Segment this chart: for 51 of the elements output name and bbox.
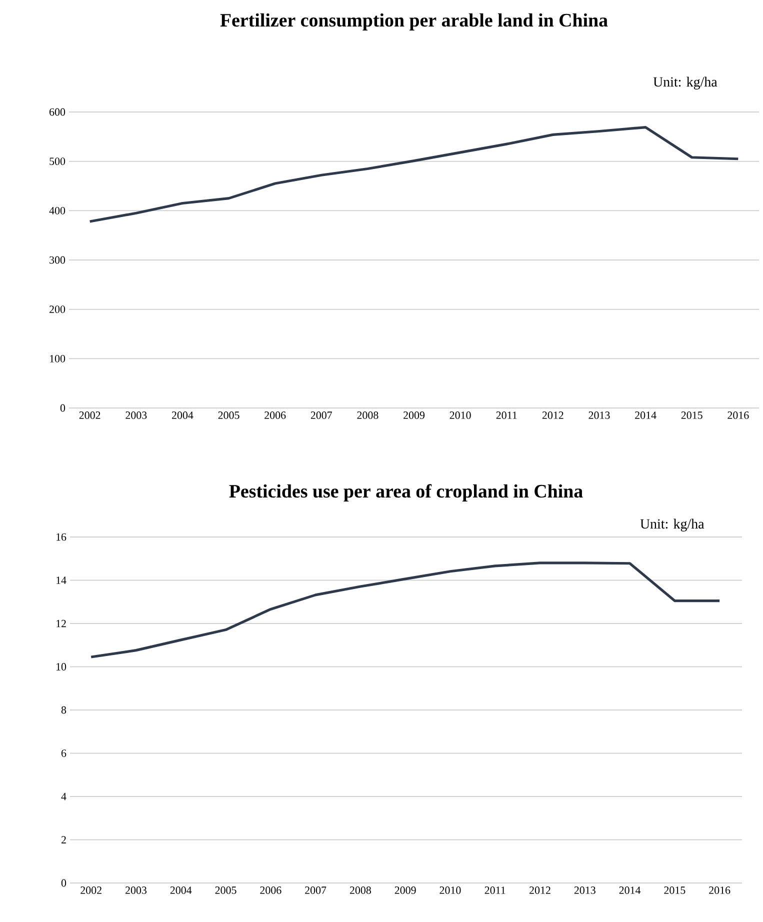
x-tick-label: 2016: [728, 412, 749, 419]
x-tick-label: 2013: [588, 412, 610, 419]
y-tick-label: 200: [50, 306, 66, 314]
chart-title: Pesticides use per area of cropland in China: [229, 484, 583, 502]
x-tick-label: 2007: [310, 412, 332, 419]
x-tick-label: 2008: [357, 412, 378, 419]
x-tick-label: 2016: [709, 886, 730, 894]
x-tick-label: 2014: [619, 886, 641, 894]
x-tick-label: 2008: [350, 886, 371, 894]
y-tick-label: 0: [61, 879, 66, 887]
y-tick-label: 8: [61, 706, 66, 714]
y-tick-label: 10: [56, 663, 66, 670]
x-tick-label: 2009: [394, 886, 416, 894]
x-tick-label: 2015: [681, 412, 702, 419]
x-tick-label: 2011: [496, 412, 517, 419]
text: Unit: kg/ha: [653, 76, 718, 90]
y-tick-label: 4: [61, 792, 66, 800]
y-tick-label: 600: [50, 108, 66, 116]
y-tick-label: 14: [56, 576, 66, 584]
x-tick-label: 2011: [484, 886, 506, 894]
x-tick-label: 2003: [126, 886, 147, 894]
x-tick-label: 2006: [264, 412, 286, 419]
y-tick-label: 100: [50, 354, 66, 362]
x-tick-label: 2012: [530, 886, 550, 894]
x-tick-label: 2010: [450, 412, 471, 419]
x-tick-label: 2004: [170, 886, 192, 894]
y-tick-label: 400: [49, 206, 66, 214]
x-tick-label: 2002: [79, 412, 100, 419]
x-tick-label: 2005: [218, 412, 240, 419]
y-tick-label: 0: [60, 404, 66, 412]
chart-title: Fertilizer consumption per arable land in China: [220, 13, 608, 30]
x-tick-label: 2010: [440, 886, 461, 894]
x-tick-label: 2006: [260, 886, 282, 894]
x-tick-label: 2015: [664, 886, 686, 894]
x-tick-label: 2012: [542, 412, 564, 419]
x-tick-label: 2004: [172, 412, 194, 419]
x-tick-label: 2003: [126, 412, 147, 419]
line-series: [90, 562, 721, 658]
x-tick-label: 2009: [404, 412, 425, 419]
x-tick-label: 2002: [80, 886, 102, 894]
x-tick-label: 2014: [635, 412, 656, 419]
y-tick-label: 6: [61, 750, 66, 757]
y-tick-label: 500: [50, 158, 66, 166]
text: Unit: kg/ha: [640, 518, 704, 532]
x-tick-label: 2005: [215, 886, 236, 894]
x-tick-label: 2007: [305, 886, 326, 894]
y-tick-label: 2: [61, 836, 66, 844]
y-tick-label: 16: [56, 533, 66, 541]
y-tick-label: 300: [50, 256, 66, 264]
x-tick-label: 2013: [574, 886, 596, 894]
y-tick-label: 12: [56, 620, 66, 628]
